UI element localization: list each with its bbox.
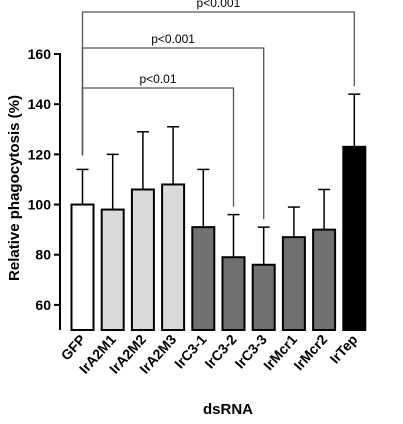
- x-tick-label: IrC3-1: [171, 331, 210, 371]
- x-tick-label: IrC3-2: [201, 331, 240, 371]
- y-axis: 60 80 100 120 140 160: [28, 46, 61, 330]
- bar: [130, 188, 155, 331]
- significance-bracket: [81, 87, 235, 207]
- x-tick-label: IrTep: [326, 331, 360, 366]
- y-axis-title: Relative phagocytosis (%): [6, 95, 23, 281]
- significance-label: p<0.01: [139, 72, 176, 86]
- y-tick-label: 80: [35, 247, 51, 263]
- significance-bracket: [81, 11, 355, 156]
- bars: [70, 93, 367, 332]
- significance-label: p<0.001: [197, 0, 241, 10]
- y-tick-label: 60: [35, 297, 51, 313]
- bar: [191, 226, 216, 331]
- significance-label: p<0.001: [151, 32, 195, 46]
- y-tick-label: 140: [28, 96, 52, 112]
- x-tick-label: IrMcr2: [290, 331, 330, 373]
- y-tick-label: 160: [28, 46, 52, 62]
- bar: [251, 263, 276, 332]
- bar: [161, 183, 186, 331]
- bar: [221, 256, 246, 331]
- y-tick-label: 100: [28, 197, 52, 213]
- x-axis-labels: GFPIrA2M1IrA2M2IrA2M3IrC3-1IrC3-2IrC3-3I…: [58, 331, 361, 377]
- bar: [70, 203, 95, 331]
- bar: [100, 208, 125, 331]
- bar: [312, 228, 337, 332]
- bar: [281, 236, 306, 331]
- x-axis-title: dsRNA: [203, 401, 253, 418]
- y-tick-label: 120: [28, 146, 52, 162]
- bar: [342, 145, 367, 331]
- significance-brackets: p<0.01 p<0.001 p<0.001: [81, 0, 355, 220]
